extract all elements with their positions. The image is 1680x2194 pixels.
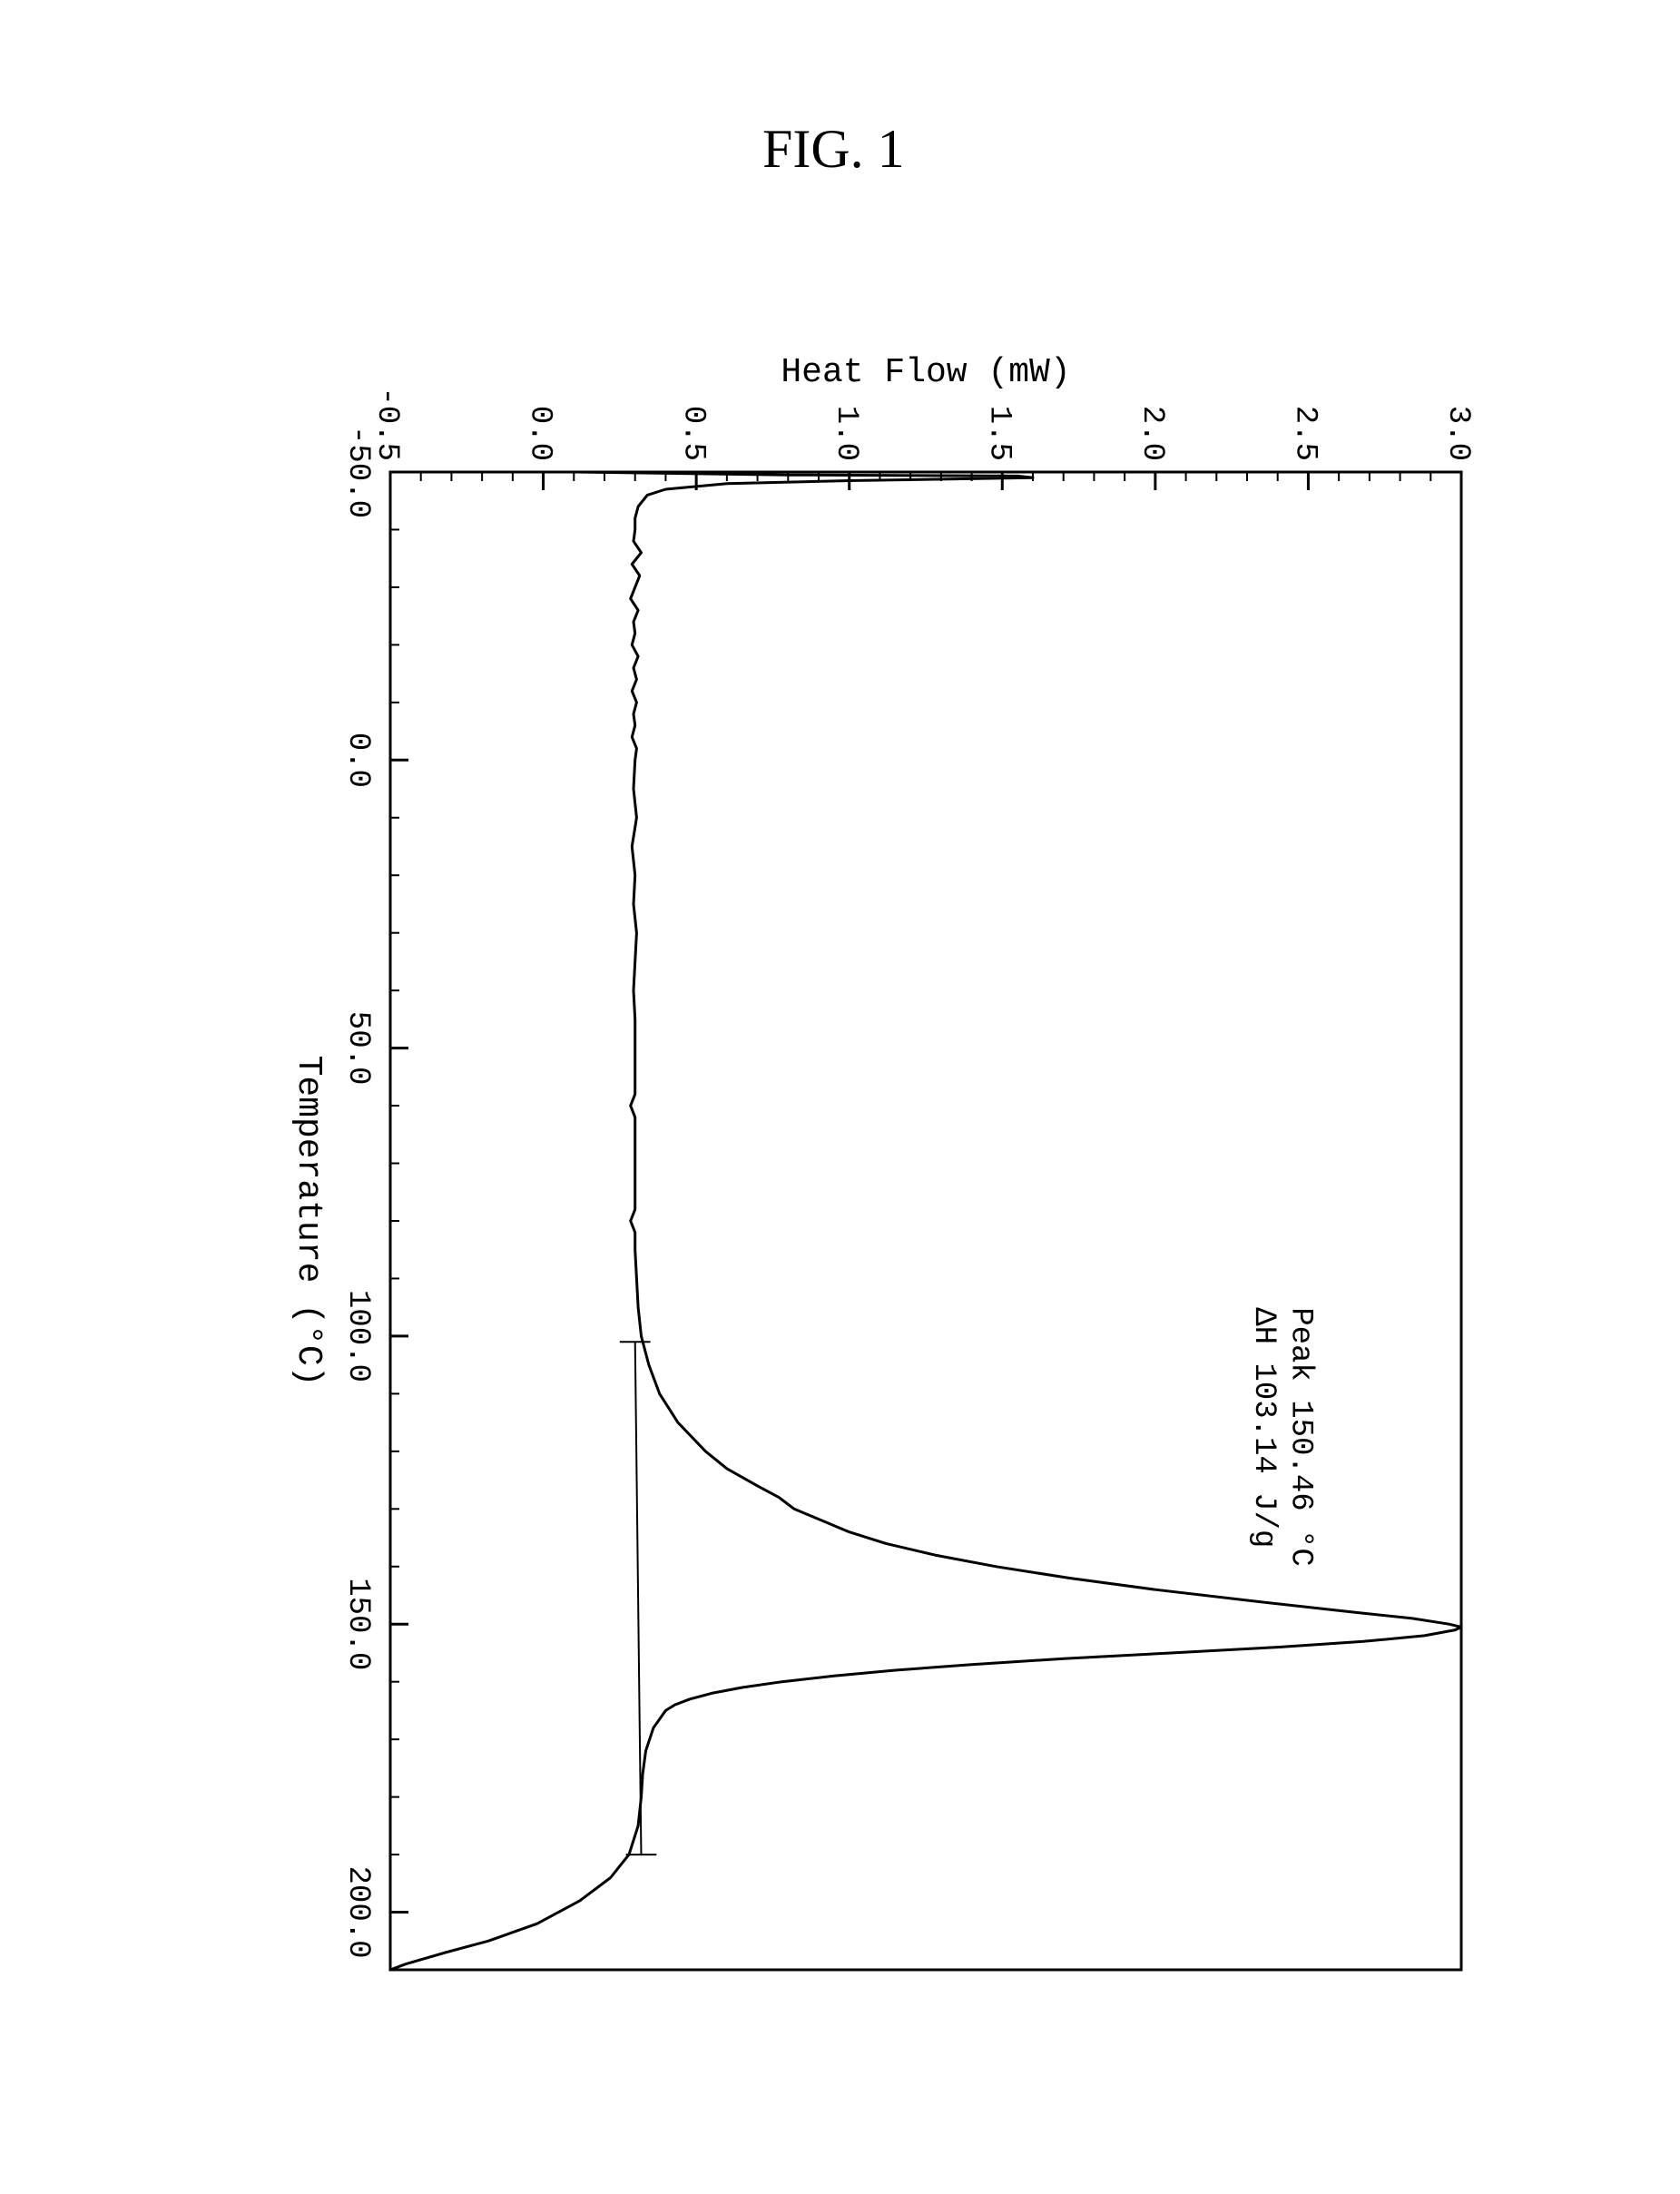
- integration-baseline: [635, 1342, 642, 1855]
- dsc-chart: -50.00.050.0100.0150.0200.0Temperature (…: [245, 318, 1516, 2042]
- dsc-chart-svg: -50.00.050.0100.0150.0200.0Temperature (…: [245, 318, 1516, 2042]
- series-heat-flow: [390, 472, 1461, 1970]
- x-tick-label: 0.0: [340, 733, 375, 788]
- y-axis-label: Heat Flow (mW): [781, 353, 1070, 392]
- y-tick-label: 3.0: [1440, 406, 1475, 461]
- x-tick-label: 150.0: [340, 1578, 375, 1670]
- page: FIG. 1 -50.00.050.0100.0150.0200.0Temper…: [0, 0, 1680, 2194]
- y-tick-label: 1.0: [829, 406, 863, 461]
- x-tick-label: 100.0: [340, 1290, 375, 1382]
- y-tick-label: -0.5: [369, 387, 404, 461]
- chart-annotation: ΔH 103.14 J/g: [1246, 1307, 1281, 1548]
- x-axis-label: Temperature (°C): [289, 1056, 328, 1387]
- y-tick-label: 1.5: [981, 406, 1016, 461]
- y-tick-label: 0.0: [523, 406, 557, 461]
- x-tick-label: 50.0: [340, 1011, 375, 1086]
- y-tick-label: 2.5: [1288, 406, 1322, 461]
- x-tick-label: 200.0: [340, 1866, 375, 1959]
- plot-border: [390, 472, 1461, 1970]
- y-tick-label: 0.5: [675, 406, 710, 461]
- figure-title: FIG. 1: [762, 118, 905, 181]
- y-tick-label: 2.0: [1135, 406, 1169, 461]
- chart-annotation: Peak 150.46 °C: [1283, 1307, 1318, 1567]
